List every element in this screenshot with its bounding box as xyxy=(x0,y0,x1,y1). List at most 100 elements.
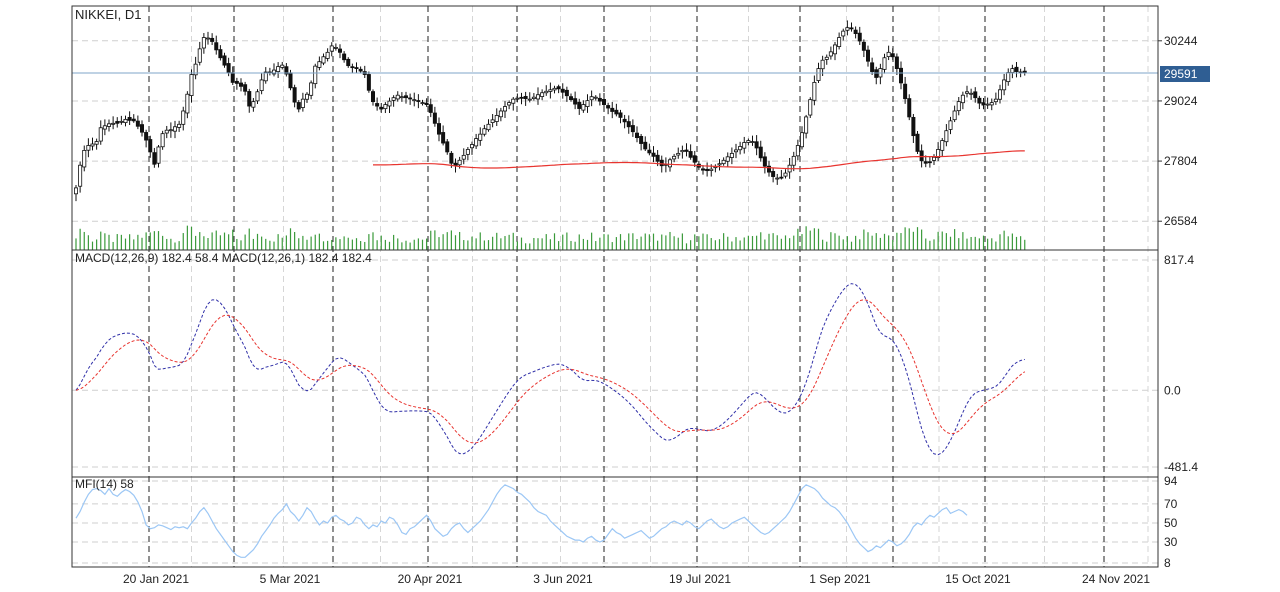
candle-body xyxy=(82,150,87,168)
candle-body xyxy=(135,120,140,127)
candle-body xyxy=(973,91,978,99)
candle-body xyxy=(680,150,685,153)
candle-body xyxy=(379,106,384,110)
candle-body xyxy=(354,67,359,70)
candle-body xyxy=(610,107,615,112)
candle-body xyxy=(119,120,124,123)
candle-body xyxy=(329,45,334,52)
candle-body xyxy=(325,51,330,59)
candle-body xyxy=(622,118,627,123)
candle-body xyxy=(107,123,112,127)
candle-body xyxy=(754,141,759,149)
candle-body xyxy=(705,168,710,172)
candle-body xyxy=(412,99,417,102)
candle-body xyxy=(886,51,891,58)
candle-body xyxy=(577,101,582,109)
candle-body xyxy=(688,151,693,158)
candle-body xyxy=(399,96,404,99)
candle-body xyxy=(255,91,260,102)
candle-body xyxy=(123,118,128,124)
panel-frame xyxy=(71,5,1159,251)
candle-body xyxy=(552,87,557,91)
candle-body xyxy=(721,159,726,165)
candle-body xyxy=(432,112,437,124)
candle-body xyxy=(940,140,945,151)
candle-body xyxy=(536,94,541,100)
candle-body xyxy=(692,155,697,163)
price-candles xyxy=(74,20,1027,202)
candle-body xyxy=(907,98,912,118)
candle-body xyxy=(725,156,730,162)
candle-body xyxy=(226,63,231,73)
candle-body xyxy=(899,67,904,84)
date-tick-label: 19 Jul 2021 xyxy=(669,572,731,586)
candle-body xyxy=(346,58,351,67)
candle-body xyxy=(956,101,961,112)
candle-body xyxy=(383,104,388,110)
candle-body xyxy=(783,172,788,177)
macd-label: MACD(12,26,9) 182.4 58.4 MACD(12,26,1) 1… xyxy=(75,251,372,265)
candle-body xyxy=(391,97,396,101)
candle-body xyxy=(519,96,524,99)
candle-body xyxy=(300,98,305,108)
candle-body xyxy=(965,91,970,94)
candle-body xyxy=(758,146,763,159)
candle-body xyxy=(932,156,937,161)
candle-body xyxy=(259,79,264,92)
candle-body xyxy=(230,72,235,83)
candle-body xyxy=(461,154,466,160)
candle-body xyxy=(952,110,957,121)
price-tick-label: 30244 xyxy=(1164,34,1198,48)
candle-body xyxy=(560,88,565,93)
candle-body xyxy=(177,123,182,128)
candle-body xyxy=(544,90,549,94)
candle-body xyxy=(717,163,722,166)
candle-body xyxy=(416,100,421,102)
price-tick-label: 27804 xyxy=(1164,154,1198,168)
candle-body xyxy=(746,140,751,143)
candle-body xyxy=(197,48,202,63)
candle-body xyxy=(515,97,520,100)
candle-body xyxy=(866,49,871,62)
candle-body xyxy=(309,82,314,96)
candle-body xyxy=(684,149,689,152)
candle-body xyxy=(531,96,536,100)
candle-body xyxy=(214,42,219,51)
candle-body xyxy=(218,49,223,59)
candle-body xyxy=(981,102,986,106)
candle-body xyxy=(618,112,623,118)
candle-body xyxy=(263,71,268,82)
mfi-label: MFI(14) 58 xyxy=(75,477,134,491)
candle-body xyxy=(288,72,293,89)
candle-body xyxy=(857,32,862,42)
volume-bars xyxy=(75,225,1026,250)
candle-body xyxy=(597,97,602,102)
date-tick-label: 24 Nov 2021 xyxy=(1082,572,1150,586)
mfi-line xyxy=(75,484,968,558)
candle-body xyxy=(655,154,660,162)
candle-body xyxy=(581,104,586,111)
candle-body xyxy=(313,65,318,85)
mfi-tick-label: 94 xyxy=(1164,474,1178,488)
candle-body xyxy=(337,48,342,53)
candle-body xyxy=(936,149,941,159)
candle-body xyxy=(527,98,532,101)
candle-body xyxy=(573,98,578,105)
candle-body xyxy=(304,93,309,100)
candle-body xyxy=(969,92,974,95)
candle-body xyxy=(387,100,392,107)
candle-body xyxy=(614,109,619,115)
candle-body xyxy=(234,80,239,84)
panel-frames xyxy=(71,5,1159,568)
candle-body xyxy=(824,56,829,60)
candle-body xyxy=(841,30,846,37)
candle-body xyxy=(659,159,664,167)
candle-body xyxy=(602,99,607,105)
candle-body xyxy=(205,37,210,40)
candle-body xyxy=(502,106,507,112)
candle-body xyxy=(870,62,875,72)
candle-body xyxy=(465,149,470,155)
grid-lines xyxy=(72,6,1158,567)
candle-body xyxy=(469,144,474,149)
